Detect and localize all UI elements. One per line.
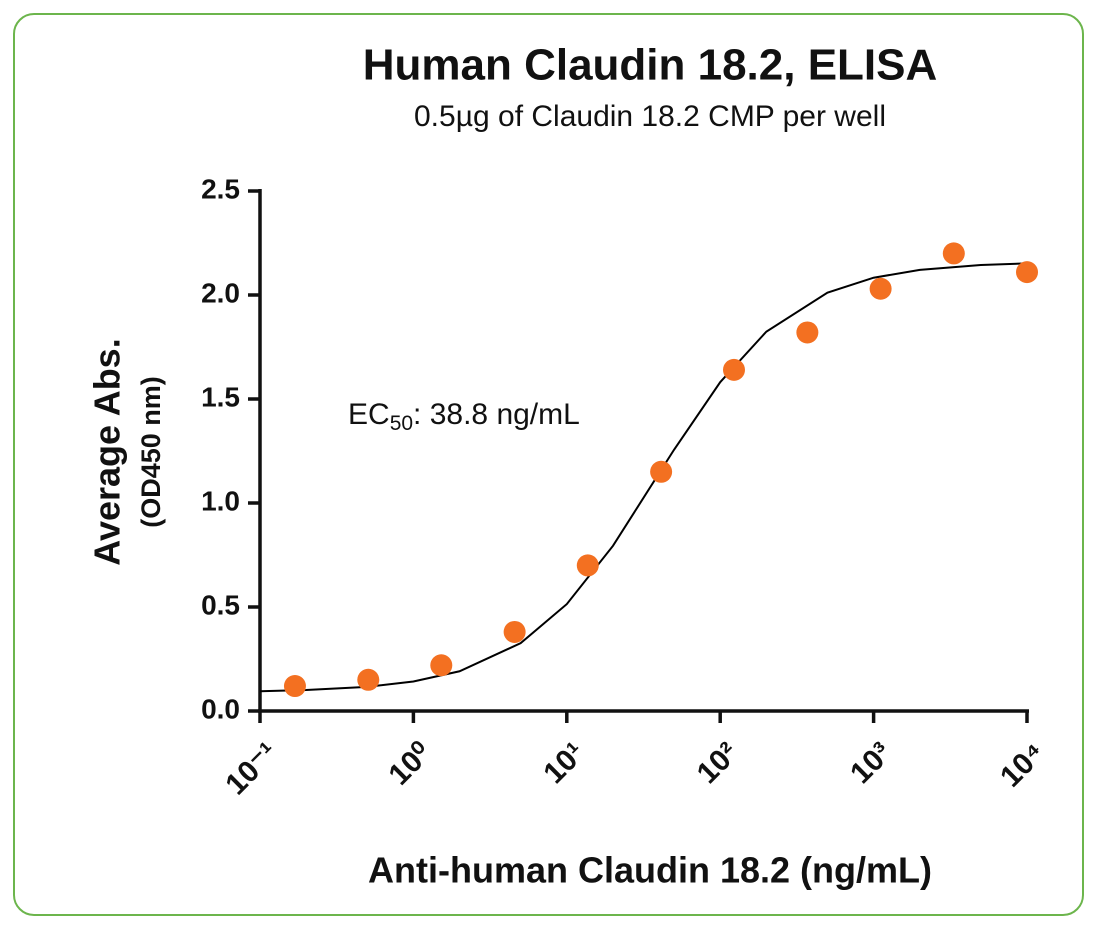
- data-point: [942, 242, 965, 265]
- data-point: [869, 277, 892, 300]
- data-point: [357, 668, 380, 691]
- data-point: [503, 620, 526, 643]
- card-border: [13, 13, 1084, 916]
- y-tick-label: 0.5: [201, 589, 240, 620]
- annotation-rest: : 38.8 ng/mL: [413, 398, 580, 431]
- x-axis-label: Anti-human Claudin 18.2 (ng/mL): [368, 850, 932, 891]
- data-point: [722, 358, 745, 381]
- y-axis-label: Average Abs.: [87, 338, 128, 565]
- chart-title: Human Claudin 18.2, ELISA: [363, 41, 938, 90]
- annotation-text: EC: [348, 398, 390, 431]
- data-point: [283, 675, 306, 698]
- y-tick-label: 2.0: [201, 277, 240, 308]
- fit-curve: [259, 262, 1028, 693]
- data-point: [650, 460, 673, 483]
- y-tick-label: 0.0: [201, 693, 240, 724]
- data-point: [576, 554, 599, 577]
- data-point: [1016, 261, 1038, 284]
- chart-subtitle: 0.5µg of Claudin 18.2 CMP per well: [414, 100, 886, 133]
- data-point: [796, 321, 819, 344]
- ec50-annotation: EC50: 38.8 ng/mL: [348, 398, 580, 435]
- data-point: [430, 654, 453, 677]
- annotation-subscript: 50: [390, 412, 413, 435]
- y-tick-label: 1.5: [201, 381, 240, 412]
- y-axis-sublabel: (OD450 nm): [136, 376, 166, 528]
- y-tick-label: 2.5: [201, 173, 240, 204]
- y-tick-label: 1.0: [201, 485, 240, 516]
